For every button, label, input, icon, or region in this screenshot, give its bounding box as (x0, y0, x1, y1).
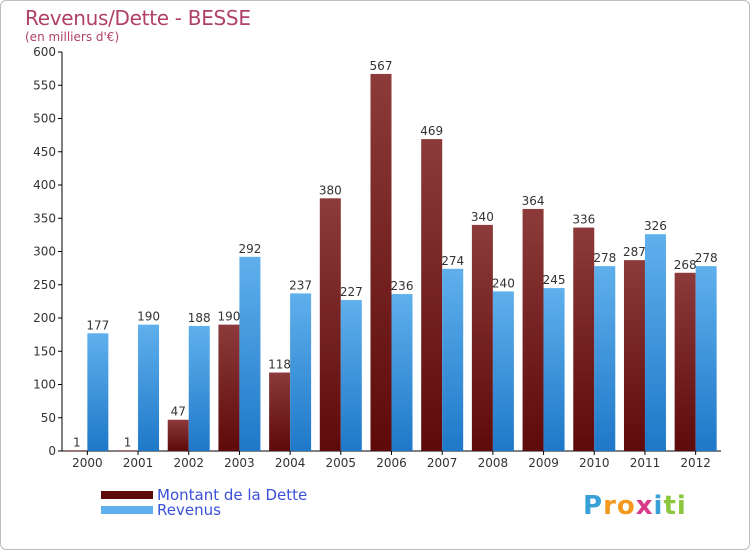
bar-revenus (239, 256, 261, 451)
chart-title: Revenus/Dette - BESSE (25, 6, 251, 30)
data-label-debt: 336 (572, 213, 595, 227)
legend-item-revenus: Revenus (101, 501, 221, 519)
legend-swatch-revenus (101, 506, 153, 514)
x-tick-label: 2004 (275, 456, 306, 470)
x-tick-label: 2008 (478, 456, 509, 470)
bar-revenus (138, 324, 160, 451)
bar-debt (573, 227, 595, 451)
bar-revenus (543, 288, 565, 451)
bar-debt (117, 450, 139, 452)
bar-revenus (492, 291, 514, 451)
x-tick-label: 2007 (427, 456, 458, 470)
chart-subtitle: (en milliers d'€) (25, 30, 120, 44)
data-label-revenus: 278 (593, 251, 616, 265)
bar-revenus (695, 266, 717, 451)
bar-debt (167, 419, 189, 451)
legend-label-revenus: Revenus (157, 501, 221, 519)
bar-debt (421, 139, 443, 452)
x-tick-label: 2010 (579, 456, 610, 470)
logo-letter: r (603, 491, 617, 521)
data-label-revenus: 190 (137, 310, 160, 324)
bar-revenus (644, 234, 666, 451)
x-tick-label: 2002 (173, 456, 204, 470)
y-tick-label: 350 (33, 211, 56, 225)
y-tick-label: 200 (33, 311, 56, 325)
proxiti-logo: Proxiti (583, 491, 687, 521)
data-label-revenus: 188 (188, 311, 211, 325)
data-label-revenus: 278 (695, 251, 718, 265)
data-label-revenus: 240 (492, 276, 515, 290)
x-tick-label: 2009 (528, 456, 559, 470)
bar-debt (471, 224, 493, 451)
legend-item-debt: Montant de la Dette (101, 486, 307, 504)
x-tick-label: 2003 (224, 456, 255, 470)
axes: 0 50 100 150 200 250 300 350 400 450 500 550 600 2000… (33, 45, 721, 470)
logo-letter: x (635, 491, 654, 521)
bar-debt (623, 260, 645, 451)
legend-label-debt: Montant de la Dette (157, 486, 308, 504)
bar-revenus (340, 300, 362, 451)
x-tick-label: 2000 (72, 456, 103, 470)
x-tick-label: 2001 (123, 456, 154, 470)
data-label-debt: 380 (319, 183, 342, 197)
data-label-debt: 118 (268, 358, 291, 372)
bar-debt (522, 208, 544, 451)
bar-debt (66, 450, 88, 452)
bar-debt (674, 272, 696, 451)
y-tick-label: 550 (33, 78, 56, 92)
bar-debt (370, 73, 392, 451)
y-tick-label: 50 (41, 411, 56, 425)
logo-letter: t (663, 491, 677, 521)
data-label-revenus: 227 (340, 285, 363, 299)
bar-revenus (594, 266, 616, 451)
bar-revenus (442, 268, 464, 451)
logo-letter: i (676, 491, 687, 521)
x-tick-label: 2006 (376, 456, 407, 470)
legend-swatch-debt (101, 491, 153, 499)
x-tick-label: 2005 (326, 456, 357, 470)
bar-revenus (188, 325, 210, 451)
y-tick-label: 300 (33, 245, 56, 259)
data-label-debt: 567 (370, 59, 393, 73)
bar-revenus (391, 294, 413, 451)
logo-letter: i (653, 491, 664, 521)
data-label-debt: 190 (217, 310, 240, 324)
data-label-debt: 340 (471, 210, 494, 224)
data-label-debt: 469 (420, 124, 443, 138)
bar-debt (218, 324, 240, 451)
data-label-revenus: 236 (391, 279, 414, 293)
y-tick-label: 450 (33, 145, 56, 159)
data-label-debt: 268 (674, 258, 697, 272)
y-tick-label: 150 (33, 344, 56, 358)
data-label-debt: 364 (522, 194, 545, 208)
data-label-revenus: 326 (644, 219, 667, 233)
data-label-revenus: 245 (543, 273, 566, 287)
y-tick-label: 400 (33, 178, 56, 192)
data-label-revenus: 292 (238, 242, 261, 256)
data-label-debt: 1 (124, 435, 132, 449)
data-label-revenus: 237 (289, 278, 312, 292)
y-tick-label: 0 (48, 444, 56, 458)
bar-debt (319, 198, 341, 451)
bar-debt (269, 372, 291, 451)
data-label-debt: 1 (73, 435, 81, 449)
y-tick-label: 500 (33, 112, 56, 126)
logo-letter: o (616, 491, 636, 521)
x-tick-label: 2011 (630, 456, 661, 470)
data-label-debt: 287 (623, 245, 646, 259)
data-label-debt: 47 (171, 405, 186, 419)
bar-revenus (87, 333, 109, 451)
logo-letter: P (583, 491, 604, 521)
y-tick-label: 100 (33, 378, 56, 392)
data-labels: 1 177 1 190 47 188 190 292 118 237 380 227 567 236 469… (73, 59, 718, 449)
bars (66, 73, 717, 452)
bar-revenus (290, 293, 312, 451)
data-label-revenus: 274 (441, 254, 464, 268)
data-label-revenus: 177 (86, 318, 109, 332)
x-tick-label: 2012 (680, 456, 711, 470)
y-tick-label: 600 (33, 45, 56, 59)
y-tick-label: 250 (33, 278, 56, 292)
